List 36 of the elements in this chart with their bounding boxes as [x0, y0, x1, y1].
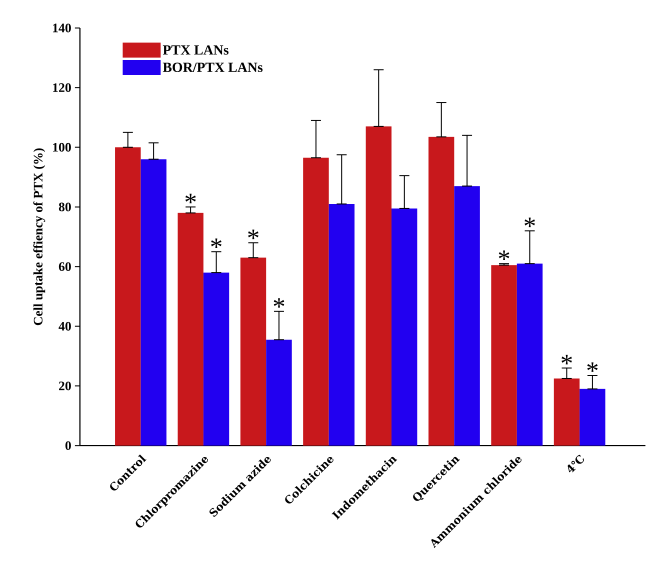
bar [203, 272, 230, 446]
annotation: * [498, 250, 510, 260]
bar [266, 339, 292, 446]
bar [178, 212, 204, 446]
y-tick-label: 140 [53, 23, 71, 32]
y-tick-label: 120 [53, 83, 71, 92]
bar [554, 378, 580, 446]
y-axis-title: Cell uptake effiency of PTX (%) [33, 148, 46, 325]
y-tick-label: 0 [65, 441, 71, 450]
bar [366, 126, 392, 446]
bar [140, 159, 166, 446]
annotation: * [587, 362, 598, 372]
bar [303, 158, 329, 446]
bar [428, 136, 454, 446]
annotation: * [211, 238, 222, 248]
bar [491, 264, 517, 446]
bar [392, 208, 418, 446]
bar [580, 388, 606, 446]
bar [516, 263, 543, 446]
annotation: * [524, 217, 535, 227]
bar [240, 257, 266, 446]
legend-label: PTX LANs [162, 45, 228, 54]
x-tick-label: 4℃ [568, 454, 584, 472]
y-tick-label: 40 [58, 322, 71, 330]
y-tick-label: 100 [53, 142, 71, 152]
y-tick-label: 80 [58, 202, 71, 212]
y-tick-label: 60 [58, 262, 71, 271]
bar [454, 186, 480, 446]
annotation: * [185, 194, 196, 204]
annotation: * [274, 298, 284, 308]
bar [328, 204, 355, 446]
annotation: * [562, 354, 572, 364]
legend-label: BOR/PTX LANs [162, 62, 263, 72]
y-tick-label: 20 [59, 381, 71, 390]
annotation: * [248, 229, 259, 239]
bar [115, 147, 141, 446]
